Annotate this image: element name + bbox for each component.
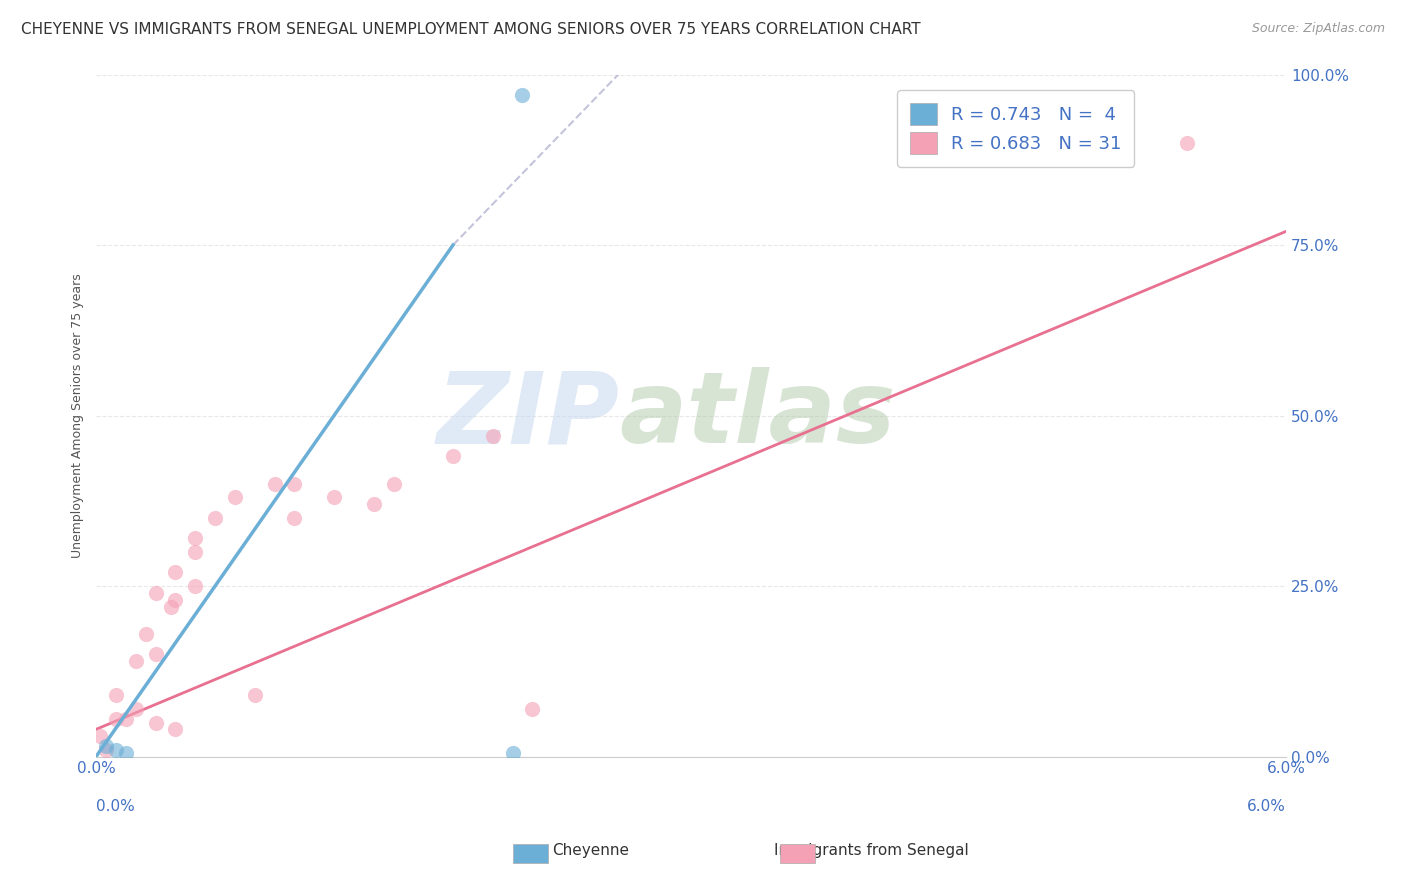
- Point: [502, 746, 524, 760]
- Point: [204, 511, 226, 525]
- Point: [94, 743, 117, 757]
- Point: [481, 429, 503, 443]
- Point: [323, 491, 346, 505]
- Text: 6.0%: 6.0%: [1247, 799, 1286, 814]
- Text: CHEYENNE VS IMMIGRANTS FROM SENEGAL UNEMPLOYMENT AMONG SENIORS OVER 75 YEARS COR: CHEYENNE VS IMMIGRANTS FROM SENEGAL UNEM…: [21, 22, 921, 37]
- Point: [283, 476, 305, 491]
- Legend: R = 0.743   N =  4, R = 0.683   N = 31: R = 0.743 N = 4, R = 0.683 N = 31: [897, 90, 1135, 167]
- Point: [114, 712, 136, 726]
- Point: [224, 491, 246, 505]
- Point: [184, 532, 207, 546]
- Point: [522, 702, 544, 716]
- Point: [89, 729, 111, 743]
- Point: [283, 511, 305, 525]
- Point: [114, 746, 136, 760]
- Text: 0.0%: 0.0%: [96, 799, 135, 814]
- Point: [145, 648, 167, 662]
- Y-axis label: Unemployment Among Seniors over 75 years: Unemployment Among Seniors over 75 years: [72, 273, 84, 558]
- Point: [145, 715, 167, 730]
- Point: [125, 702, 148, 716]
- Point: [104, 743, 127, 757]
- Point: [135, 627, 157, 641]
- Point: [441, 450, 464, 464]
- Point: [165, 566, 187, 580]
- Point: [184, 545, 207, 559]
- Point: [1175, 136, 1198, 150]
- Point: [125, 654, 148, 668]
- Text: ZIP: ZIP: [437, 368, 620, 464]
- Point: [145, 586, 167, 600]
- Text: Immigrants from Senegal: Immigrants from Senegal: [775, 843, 969, 857]
- Point: [363, 497, 385, 511]
- Text: Source: ZipAtlas.com: Source: ZipAtlas.com: [1251, 22, 1385, 36]
- Point: [104, 712, 127, 726]
- Point: [160, 599, 183, 614]
- Point: [382, 476, 405, 491]
- Point: [184, 579, 207, 593]
- Point: [104, 688, 127, 702]
- Text: atlas: atlas: [620, 368, 896, 464]
- Text: Cheyenne: Cheyenne: [553, 843, 628, 857]
- Point: [165, 723, 187, 737]
- Point: [243, 688, 266, 702]
- Point: [165, 592, 187, 607]
- Point: [512, 87, 534, 102]
- Point: [263, 476, 285, 491]
- Point: [94, 739, 117, 754]
